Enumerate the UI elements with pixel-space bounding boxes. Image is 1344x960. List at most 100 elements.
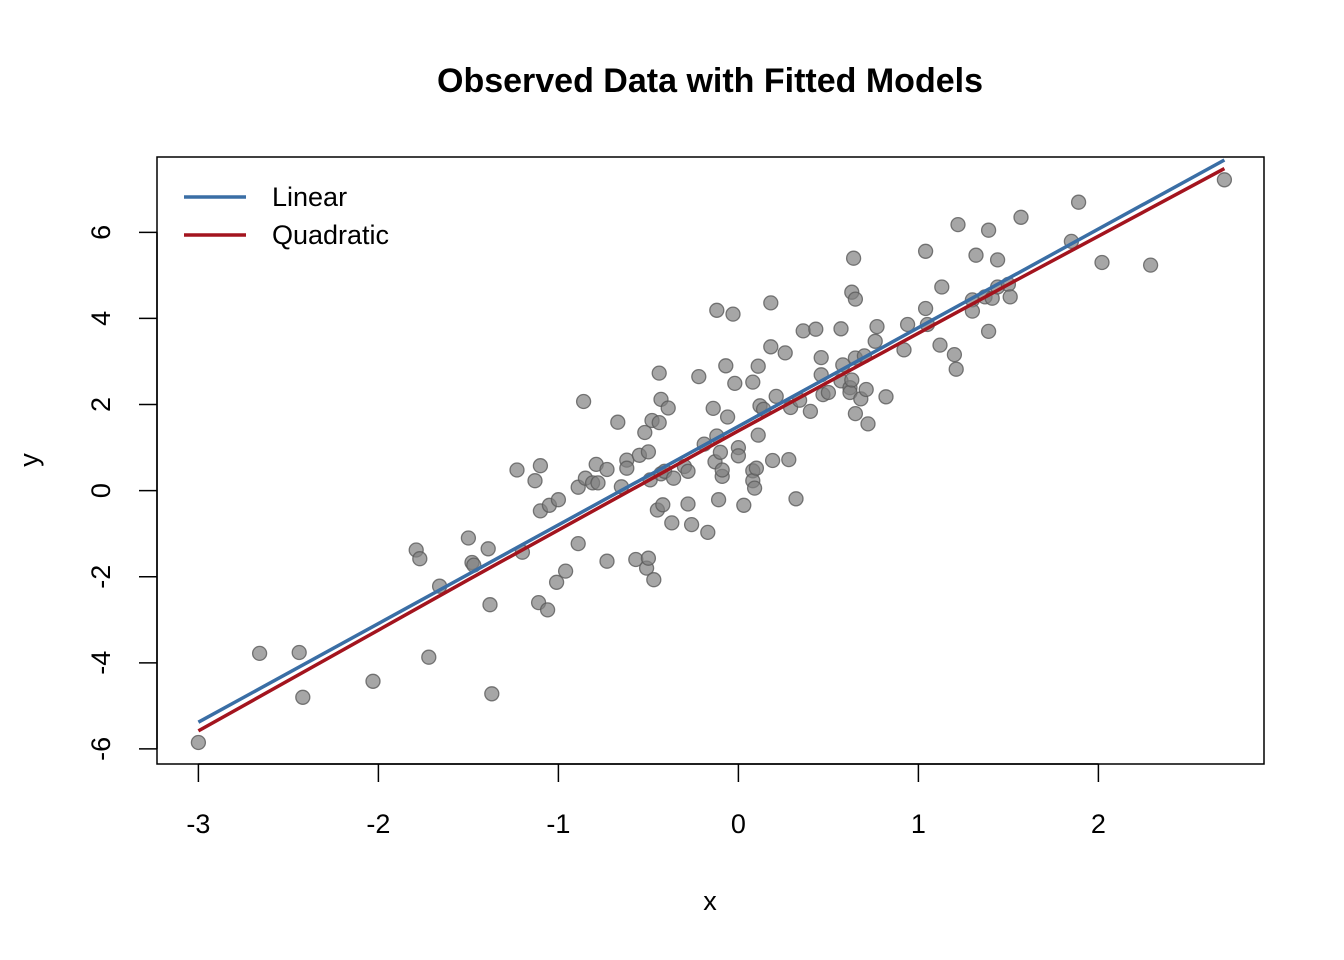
data-point: [599, 553, 615, 569]
data-point: [750, 358, 766, 374]
data-point: [748, 460, 765, 476]
lines-layer: [197, 158, 1226, 733]
data-point: [691, 368, 707, 385]
data-point: [950, 216, 966, 233]
data-point: [746, 480, 763, 496]
data-point: [808, 321, 824, 337]
data-point: [745, 374, 761, 390]
data-point: [719, 409, 736, 425]
data-point: [680, 463, 696, 479]
data-point: [980, 222, 997, 238]
x-axis: -3 -2 -1 0 1 2: [186, 763, 1106, 839]
data-point: [190, 734, 207, 751]
x-axis-label: x: [703, 886, 717, 916]
data-point: [619, 460, 635, 476]
data-point: [295, 689, 311, 705]
data-point: [557, 563, 574, 579]
data-point: [1070, 194, 1087, 210]
data-point: [860, 416, 876, 432]
data-point: [548, 574, 565, 590]
data-point: [917, 243, 934, 259]
x-tick-label: 2: [1091, 809, 1106, 839]
points-layer: [190, 172, 1233, 751]
data-point: [655, 497, 671, 513]
data-point: [550, 492, 567, 508]
data-point: [680, 496, 696, 512]
data-point: [867, 333, 883, 349]
data-point: [412, 551, 428, 567]
x-tick-label: -3: [186, 809, 210, 839]
y-tick-label: -2: [86, 565, 116, 589]
data-point: [833, 321, 849, 337]
data-point: [934, 279, 950, 295]
data-point: [700, 524, 716, 541]
data-point: [788, 491, 804, 507]
data-point: [820, 384, 837, 401]
data-point: [640, 550, 657, 566]
data-point: [484, 686, 500, 702]
data-point: [869, 318, 885, 335]
data-point: [968, 247, 984, 263]
data-point: [847, 405, 864, 422]
data-point: [730, 448, 747, 464]
data-point: [1013, 209, 1029, 225]
data-point: [802, 403, 819, 420]
x-tick-label: 1: [911, 809, 926, 839]
y-tick-label: -4: [86, 651, 116, 675]
data-point: [946, 346, 963, 363]
data-point: [768, 388, 784, 405]
x-tick-label: -2: [366, 809, 390, 839]
data-point: [795, 323, 811, 339]
data-point: [781, 451, 797, 468]
data-point: [575, 393, 592, 410]
y-tick-label: -6: [86, 737, 116, 761]
data-point: [482, 597, 498, 613]
data-point: [813, 349, 829, 366]
data-point: [727, 375, 743, 392]
data-point: [844, 372, 860, 388]
data-point: [725, 306, 741, 322]
data-point: [570, 535, 586, 552]
data-point: [989, 252, 1006, 268]
fit-line-quadratic: [197, 167, 1226, 733]
data-point: [980, 323, 997, 340]
data-point: [705, 400, 721, 417]
data-point: [878, 389, 894, 405]
data-point: [718, 358, 734, 374]
data-point: [532, 458, 549, 474]
data-point: [365, 673, 381, 689]
data-point: [646, 572, 662, 588]
data-point: [637, 424, 653, 441]
y-axis-label: y: [14, 453, 44, 467]
data-point: [421, 649, 437, 665]
data-point: [777, 345, 793, 361]
x-tick-label: -1: [546, 809, 570, 839]
legend-label-quadratic: Quadratic: [272, 220, 389, 250]
data-point: [932, 337, 948, 353]
data-point: [640, 444, 657, 460]
data-point: [480, 541, 496, 557]
data-point: [763, 339, 779, 355]
data-point: [710, 492, 727, 508]
data-point: [847, 291, 864, 307]
data-point: [590, 475, 606, 491]
y-axis: -6 -4 -2 0 2 4 6: [86, 225, 158, 761]
data-point: [599, 461, 615, 478]
y-tick-label: 4: [86, 311, 116, 326]
data-point: [291, 644, 307, 661]
legend-label-linear: Linear: [272, 182, 347, 212]
data-point: [251, 645, 268, 662]
data-point: [917, 300, 934, 317]
data-point: [539, 602, 556, 618]
y-tick-label: 0: [86, 483, 116, 498]
y-tick-label: 6: [86, 225, 116, 240]
data-point: [527, 473, 543, 489]
data-point: [610, 414, 626, 430]
chart-title: Observed Data with Fitted Models: [437, 62, 983, 100]
data-point: [683, 516, 700, 533]
data-point: [899, 316, 916, 333]
data-point: [664, 515, 680, 531]
data-point: [1216, 172, 1233, 188]
data-point: [665, 470, 682, 486]
